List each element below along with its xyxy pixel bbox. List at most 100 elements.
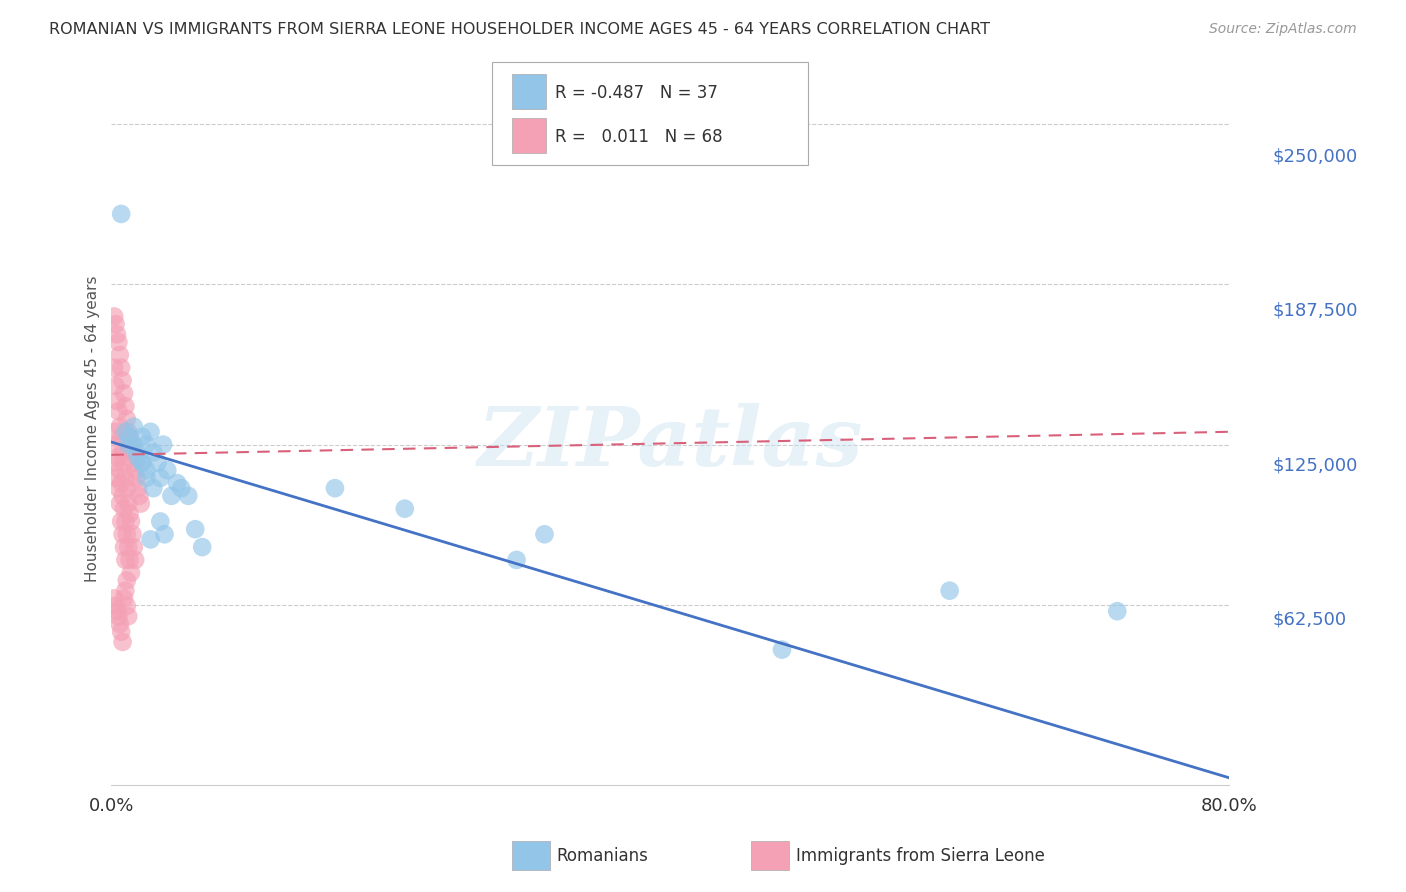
Point <box>131 430 153 444</box>
Point <box>108 419 131 434</box>
Point <box>112 501 135 516</box>
Point <box>125 471 148 485</box>
Text: $62,500: $62,500 <box>1272 611 1347 629</box>
Point <box>114 583 136 598</box>
Point <box>160 489 183 503</box>
Point <box>124 463 146 477</box>
Text: Source: ZipAtlas.com: Source: ZipAtlas.com <box>1209 22 1357 37</box>
Text: $187,500: $187,500 <box>1272 301 1358 320</box>
Point <box>117 609 139 624</box>
Point <box>129 497 152 511</box>
Point <box>110 624 132 639</box>
Point <box>114 471 136 485</box>
Point <box>139 533 162 547</box>
Point <box>111 489 134 503</box>
Point <box>117 497 139 511</box>
Point <box>110 430 132 444</box>
Point <box>135 463 157 477</box>
Point <box>120 437 142 451</box>
Point <box>115 527 138 541</box>
Point <box>112 591 135 606</box>
Point <box>505 553 527 567</box>
Point <box>115 574 138 588</box>
Point <box>105 437 128 451</box>
Point <box>110 476 132 491</box>
Point <box>122 456 145 470</box>
Point <box>127 450 149 465</box>
Point <box>117 437 139 451</box>
Point <box>107 481 129 495</box>
Point <box>153 527 176 541</box>
Text: Romanians: Romanians <box>557 847 648 865</box>
Point <box>142 445 165 459</box>
Text: $125,000: $125,000 <box>1272 457 1358 475</box>
Text: R = -0.487   N = 37: R = -0.487 N = 37 <box>555 84 718 102</box>
Point <box>938 583 960 598</box>
Point <box>149 515 172 529</box>
Point <box>177 489 200 503</box>
Point <box>114 399 136 413</box>
Point <box>112 540 135 554</box>
Point <box>122 540 145 554</box>
Point <box>127 481 149 495</box>
Point <box>115 412 138 426</box>
Point <box>117 425 139 439</box>
Point <box>108 617 131 632</box>
Point <box>110 360 132 375</box>
Point <box>156 463 179 477</box>
Point <box>104 425 127 439</box>
Point <box>103 360 125 375</box>
Point <box>118 507 141 521</box>
Text: ROMANIAN VS IMMIGRANTS FROM SIERRA LEONE HOUSEHOLDER INCOME AGES 45 - 64 YEARS C: ROMANIAN VS IMMIGRANTS FROM SIERRA LEONE… <box>49 22 990 37</box>
Point <box>105 394 128 409</box>
Point <box>114 553 136 567</box>
Point <box>112 386 135 401</box>
Point <box>120 515 142 529</box>
Point <box>770 642 793 657</box>
Point <box>104 378 127 392</box>
Text: ZIPatlas: ZIPatlas <box>478 403 863 483</box>
Point <box>105 471 128 485</box>
Point <box>122 437 145 451</box>
Point <box>104 317 127 331</box>
Point <box>118 553 141 567</box>
Point <box>118 430 141 444</box>
Point <box>111 374 134 388</box>
Point <box>108 348 131 362</box>
Point <box>111 527 134 541</box>
Point <box>120 566 142 580</box>
Point <box>115 599 138 613</box>
Point <box>111 445 134 459</box>
Point <box>121 445 143 459</box>
Point <box>128 489 150 503</box>
Point <box>124 553 146 567</box>
Point <box>107 334 129 349</box>
Point <box>107 404 129 418</box>
Point <box>533 527 555 541</box>
Point <box>115 481 138 495</box>
Point <box>166 476 188 491</box>
Point <box>117 540 139 554</box>
Text: R =   0.011   N = 68: R = 0.011 N = 68 <box>555 128 723 146</box>
Point <box>184 522 207 536</box>
Text: $250,000: $250,000 <box>1272 147 1358 165</box>
Point <box>107 609 129 624</box>
Point <box>170 481 193 495</box>
Point <box>394 501 416 516</box>
Point <box>110 515 132 529</box>
Point <box>111 635 134 649</box>
Point <box>149 471 172 485</box>
Point <box>131 456 153 470</box>
Point <box>135 437 157 451</box>
Point <box>103 310 125 324</box>
Point <box>105 327 128 342</box>
Point <box>139 425 162 439</box>
Point <box>323 481 346 495</box>
Point <box>103 591 125 606</box>
Point <box>104 456 127 470</box>
Point <box>112 456 135 470</box>
Point <box>1107 604 1129 618</box>
Point <box>118 430 141 444</box>
Point <box>107 450 129 465</box>
Point <box>135 471 157 485</box>
